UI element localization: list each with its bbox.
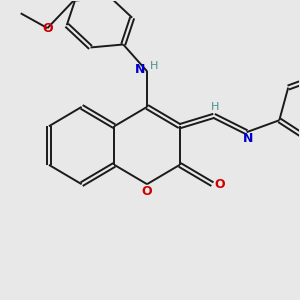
Text: H: H (149, 61, 158, 71)
Text: N: N (243, 132, 253, 145)
Text: O: O (214, 178, 225, 191)
Text: O: O (42, 22, 53, 34)
Text: O: O (142, 185, 152, 198)
Text: N: N (135, 63, 146, 76)
Text: H: H (211, 102, 220, 112)
